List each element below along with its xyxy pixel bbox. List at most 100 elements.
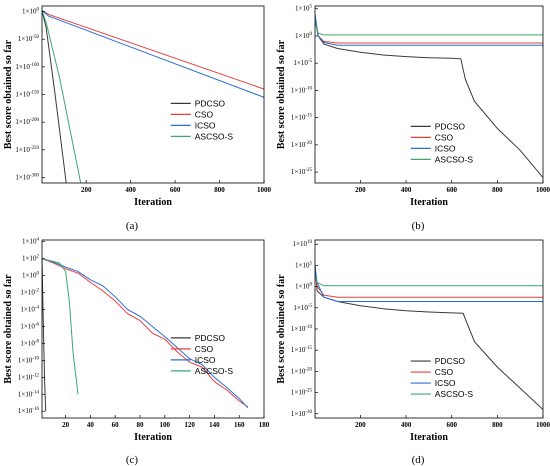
series-line-icso [315, 14, 543, 46]
legend-label: ICSO [435, 378, 456, 388]
x-tick-label: 60 [112, 421, 120, 429]
y-tick-label: 1×100 [295, 283, 312, 291]
y-tick-label: 1×10-5 [293, 59, 312, 67]
series-line-cso [42, 9, 264, 90]
legend-label: CSO [435, 367, 454, 377]
x-tick-label: 800 [492, 186, 503, 194]
y-tick-label: 1×100 [22, 8, 39, 16]
x-axis-title: Iteration [410, 197, 448, 208]
series-line-pdcso [42, 258, 47, 412]
y-tick-label: 1×10-8 [20, 339, 39, 347]
x-tick-label: 1000 [536, 421, 550, 429]
legend-label: ASCSO-S [435, 154, 474, 164]
legend-label: CSO [435, 132, 454, 142]
y-tick-label: 1×10-30 [291, 410, 313, 418]
legend-label: ICSO [195, 355, 216, 365]
x-tick-label: 400 [401, 186, 412, 194]
x-tick-label: 100 [160, 421, 171, 429]
series-line-icso [42, 10, 264, 98]
x-tick-label: 800 [492, 421, 503, 429]
plot-frame [41, 239, 265, 419]
legend-label: PDCSO [435, 356, 466, 366]
series-line-pdcso [315, 265, 543, 410]
plot-frame [314, 239, 544, 419]
x-tick-label: 1000 [257, 186, 272, 194]
y-axis-title: Best score obtained so far [276, 274, 287, 384]
x-tick-label: 600 [170, 186, 181, 194]
legend-label: ICSO [435, 143, 456, 153]
plot-frame [314, 5, 544, 184]
y-tick-label: 1×10-6 [20, 322, 39, 330]
y-tick-label: 1×10-10 [18, 356, 40, 364]
legend-label: PDCSO [195, 333, 226, 343]
y-tick-label: 1×10-25 [291, 168, 313, 176]
series-line-ascso-s [42, 10, 82, 183]
x-tick-label: 180 [259, 421, 270, 429]
x-tick-label: 1000 [536, 186, 550, 194]
y-tick-label: 1×105 [295, 261, 312, 269]
x-axis-title: Iteration [134, 197, 172, 208]
series-line-ascso-s [315, 22, 543, 36]
x-tick-label: 400 [401, 421, 412, 429]
legend-label: PDCSO [435, 121, 466, 131]
y-tick-label: 1×10-150 [15, 91, 39, 99]
y-tick-label: 1×10-20 [291, 367, 313, 375]
x-tick-label: 600 [446, 421, 457, 429]
panel-label: (d) [412, 454, 425, 466]
y-tick-label: 1×105 [295, 5, 312, 13]
y-axis-title: Best score obtained so far [3, 39, 14, 149]
x-tick-label: 160 [234, 421, 245, 429]
series-line-pdcso [42, 10, 67, 183]
x-tick-label: 40 [87, 421, 95, 429]
y-tick-label: 1×100 [295, 32, 312, 40]
series-line-cso [315, 19, 543, 44]
y-axis-title: Best score obtained so far [3, 274, 14, 384]
y-tick-label: 1×102 [22, 255, 39, 263]
x-tick-label: 600 [446, 186, 457, 194]
y-tick-label: 1×10-15 [291, 114, 313, 122]
y-tick-label: 1×1010 [293, 240, 313, 248]
x-tick-label: 200 [355, 421, 366, 429]
x-tick-label: 80 [136, 421, 144, 429]
y-tick-label: 1×10-15 [291, 346, 313, 354]
y-tick-label: 1×10-2 [20, 289, 39, 297]
y-tick-label: 1×10-10 [291, 325, 313, 333]
y-axis-title: Best score obtained so far [276, 39, 287, 149]
y-tick-label: 1×104 [22, 238, 39, 246]
series-line-cso [315, 269, 543, 298]
y-tick-label: 1×10-4 [20, 306, 39, 314]
series-line-icso [42, 258, 249, 409]
y-tick-label: 1×10-250 [15, 146, 39, 154]
legend-label: CSO [195, 344, 214, 354]
panel-label: (b) [412, 220, 425, 232]
series-line-ascso-s [315, 273, 543, 287]
chart-panel-c: 20 40 60 80 100 120 140 160 180 1×104 1×102 1×100 1×… [3, 238, 270, 466]
y-tick-label: 1×10-25 [291, 389, 313, 397]
panel-label: (c) [126, 454, 139, 466]
y-tick-label: 1×10-20 [291, 141, 313, 149]
x-tick-label: 20 [62, 421, 70, 429]
y-tick-label: 1×10-300 [15, 173, 39, 181]
chart-panel-d: 200 400 600 800 1000 1×1010 1×105 1×100 1×10-5 1×… [276, 239, 550, 466]
chart-panel-a: 200 400 600 800 1000 1×100 1×10-50 1×10-100 1×10… [3, 5, 272, 232]
legend-label: PDCSO [195, 98, 226, 108]
y-tick-label: 1×10-14 [18, 390, 40, 398]
y-tick-label: 1×10-10 [291, 86, 313, 94]
x-tick-label: 800 [214, 186, 225, 194]
x-tick-label: 200 [355, 186, 366, 194]
y-tick-label: 1×10-100 [15, 63, 39, 71]
x-tick-label: 140 [209, 421, 220, 429]
x-axis-title: Iteration [410, 432, 448, 443]
series-line-icso [315, 265, 543, 302]
legend-label: ASCSO-S [435, 389, 474, 399]
legend-label: ASCSO-S [195, 131, 234, 141]
y-tick-label: 1×10-12 [18, 373, 40, 381]
y-tick-label: 1×100 [22, 272, 39, 280]
legend-label: ICSO [195, 120, 216, 130]
series-line-cso [42, 258, 249, 408]
